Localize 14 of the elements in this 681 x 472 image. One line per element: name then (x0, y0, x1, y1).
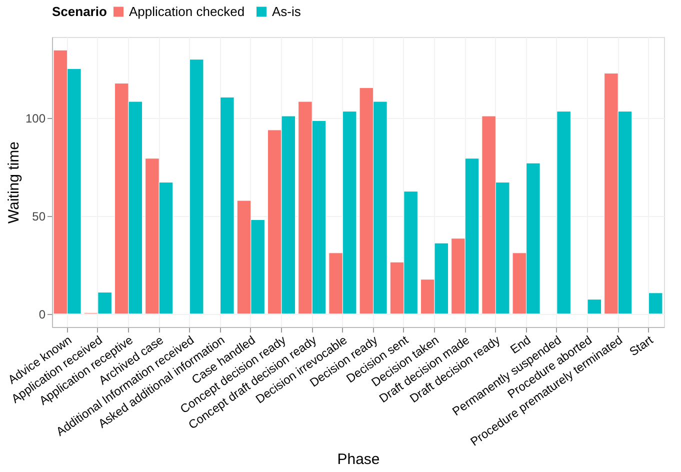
y-tick-label: 100 (25, 111, 46, 126)
bar (189, 59, 204, 314)
y-tick-label: 0 (38, 307, 46, 322)
bar (587, 299, 602, 314)
legend-label: Application checked (129, 4, 245, 19)
y-tick-label: 50 (32, 209, 46, 224)
bar (556, 111, 571, 314)
legend-label: As-is (272, 4, 302, 19)
bar (648, 292, 663, 314)
legend-title: Scenario (52, 4, 107, 19)
x-tick-label: Start (626, 332, 656, 359)
bar (220, 96, 234, 314)
y-axis-title: Waiting time (5, 142, 22, 224)
x-axis-title: Phase (337, 450, 380, 468)
